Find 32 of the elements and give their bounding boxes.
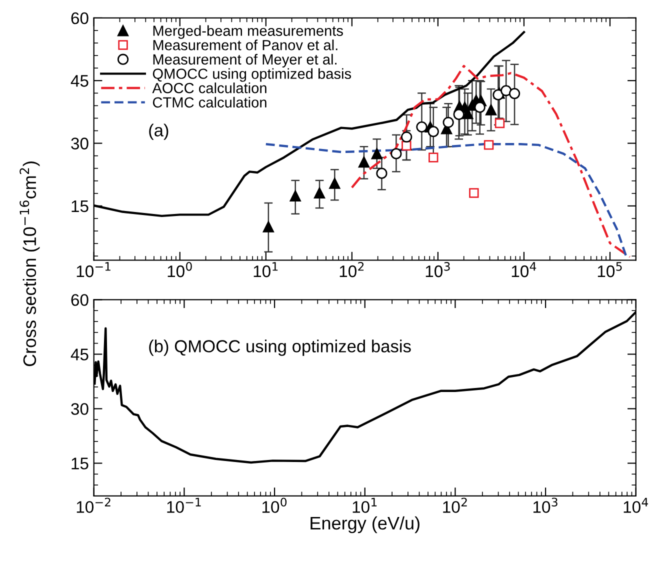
legend-label: AOCC calculation <box>152 82 266 94</box>
y-tick-label: 30 <box>71 403 88 415</box>
y-tick-label: 45 <box>70 75 88 87</box>
x-tick-label: 10$^{4}$ <box>624 498 648 513</box>
x-tick-label: 10$^{2}$ <box>340 262 364 278</box>
x-tick-label: 10$^{3}$ <box>533 498 558 513</box>
y-tick-label: 15 <box>72 200 88 212</box>
x-tick-label: 10$^{−1}$ <box>167 498 201 513</box>
x-tick-label: 10$^{5}$ <box>598 262 622 278</box>
annotation: (a) <box>149 124 168 140</box>
annotation: (b) QMOCC using optimized basis <box>149 340 411 356</box>
legend-label: Measurement of Meyer et al. <box>153 54 336 68</box>
legend-label: Merged-beam measurements <box>153 25 343 39</box>
x-tick-label: 10$^{1}$ <box>254 262 278 278</box>
y-tick-label: 15 <box>72 458 88 470</box>
legend-label: CTMC calculation <box>152 96 266 108</box>
y-tick-label: 45 <box>70 348 88 360</box>
y-axis-title: Cross section (10$^{−16}$cm$^{2}$) <box>20 162 40 366</box>
y-tick-label: 60 <box>71 294 88 306</box>
x-tick-label: 10$^{0}$ <box>168 262 192 278</box>
x-tick-label: 10$^{−1}$ <box>76 262 110 278</box>
x-tick-label: 10$^{4}$ <box>512 262 536 278</box>
x-tick-label: 10$^{0}$ <box>262 498 287 513</box>
x-tick-label: 10$^{2}$ <box>443 498 467 513</box>
y-tick-label: 30 <box>71 138 88 150</box>
x-axis-title: Energy (eV/u) <box>310 516 420 534</box>
legend-label: Measurement of Panov et al. <box>153 40 338 50</box>
x-tick-label: 10$^{1}$ <box>352 498 377 513</box>
x-tick-label: 10$^{−2}$ <box>76 498 110 513</box>
y-tick-label: 60 <box>71 12 88 24</box>
x-tick-label: 10$^{3}$ <box>426 262 450 278</box>
legend-label: QMOCC using optimized basis <box>152 68 352 82</box>
